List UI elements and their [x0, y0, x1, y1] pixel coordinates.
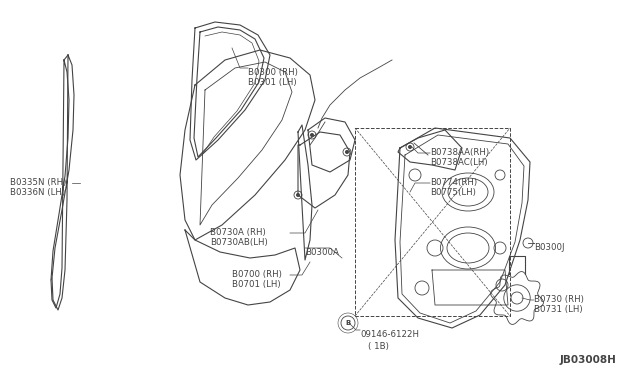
Text: B0300A: B0300A: [305, 248, 339, 257]
Text: B0774(RH): B0774(RH): [430, 178, 477, 187]
Text: ( 1B): ( 1B): [368, 342, 389, 351]
Text: B0700 (RH): B0700 (RH): [232, 270, 282, 279]
Text: B0301 (LH): B0301 (LH): [248, 78, 296, 87]
Text: B0738AA(RH): B0738AA(RH): [430, 148, 489, 157]
Circle shape: [296, 193, 300, 197]
Text: JB03008H: JB03008H: [560, 355, 617, 365]
Text: B0775(LH): B0775(LH): [430, 188, 476, 197]
Text: 09146-6122H: 09146-6122H: [360, 330, 419, 339]
Text: B0336N (LH): B0336N (LH): [10, 188, 65, 197]
Text: B0730 (RH): B0730 (RH): [534, 295, 584, 304]
Circle shape: [345, 150, 349, 154]
Text: B: B: [346, 320, 351, 326]
Circle shape: [310, 133, 314, 137]
Text: B0738AC(LH): B0738AC(LH): [430, 158, 488, 167]
Text: B0730AB(LH): B0730AB(LH): [210, 238, 268, 247]
Bar: [355, 128, 510, 316]
Text: B0701 (LH): B0701 (LH): [232, 280, 280, 289]
Circle shape: [408, 145, 412, 149]
Text: B0731 (LH): B0731 (LH): [534, 305, 582, 314]
Text: B0730A (RH): B0730A (RH): [210, 228, 266, 237]
Text: B0300J: B0300J: [534, 243, 564, 252]
Text: B0300 (RH): B0300 (RH): [248, 68, 298, 77]
Text: B0335N (RH): B0335N (RH): [10, 178, 67, 187]
